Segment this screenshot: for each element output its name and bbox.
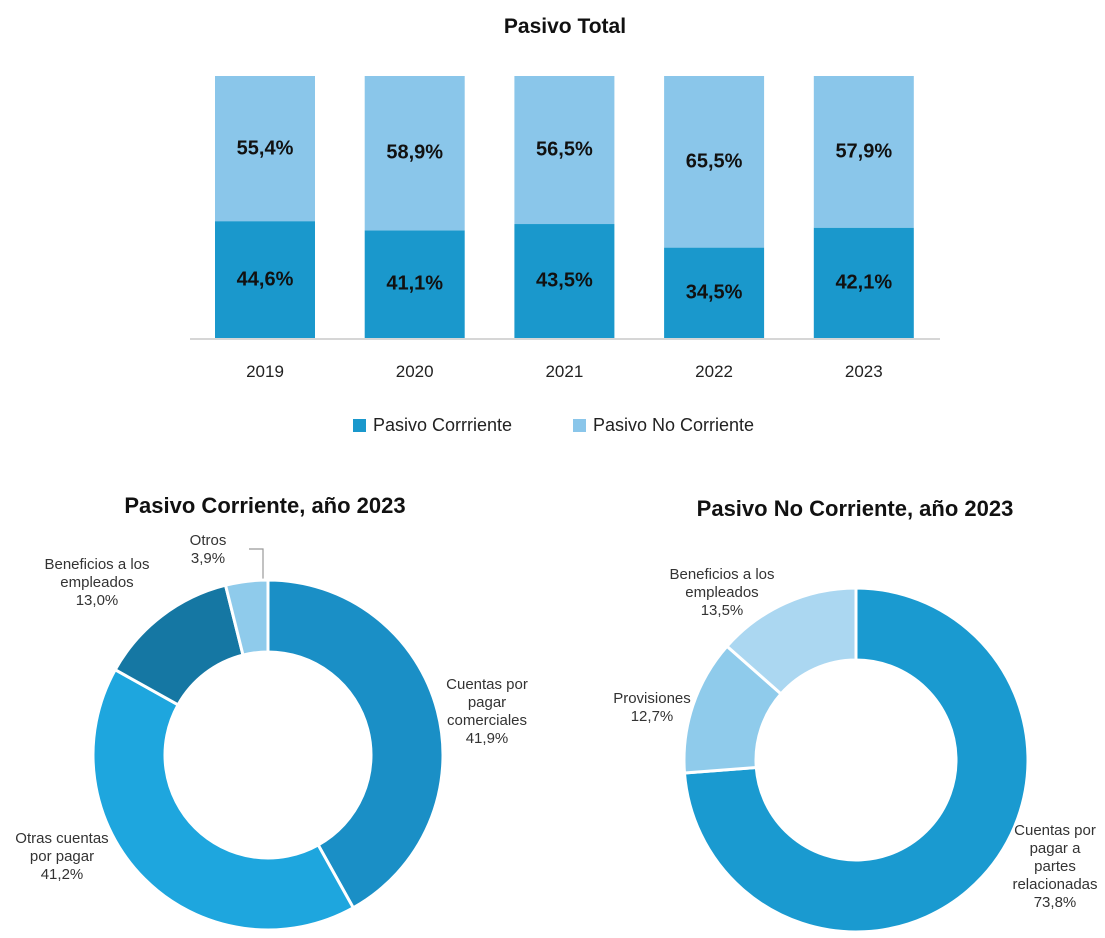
donut-slice — [91, 667, 356, 932]
bar-segment — [364, 76, 465, 231]
bar-segment — [664, 76, 765, 248]
donut-slice — [682, 586, 1030, 934]
category-label: Provisiones — [613, 690, 691, 707]
value-label: 3,9% — [190, 550, 226, 567]
x-tick-label: 2023 — [844, 362, 883, 381]
data-label: 56,5% — [536, 138, 593, 161]
data-label: 55,4% — [236, 137, 294, 160]
bar-segment — [514, 224, 615, 338]
bar-segment — [215, 76, 315, 222]
bar-segment — [215, 221, 315, 338]
slice-label: Beneficios a los empleados 13,0% — [35, 556, 160, 610]
value-label: 13,0% — [75, 592, 119, 609]
donut-slice — [266, 578, 445, 910]
slice-label: Cuentas por pagar a partes relacionadas 7… — [1009, 822, 1101, 912]
data-label: 58,9% — [386, 141, 444, 164]
category-label: Otros — [189, 532, 227, 549]
legend-swatch — [573, 419, 586, 432]
data-label: 44,6% — [236, 268, 294, 291]
x-tick-label: 2021 — [545, 362, 584, 381]
category-label: Beneficios a los empleados — [669, 566, 775, 601]
data-label: 42,1% — [835, 271, 893, 294]
data-label: 43,5% — [536, 269, 593, 292]
slice-label: Otros 3,9% — [178, 532, 238, 568]
bar-segment — [813, 76, 914, 228]
slice-label: Beneficios a los empleados 13,5% — [660, 566, 785, 620]
value-label: 41,9% — [465, 730, 509, 747]
chart-title: Pasivo Total — [503, 15, 627, 38]
donut-slice — [724, 586, 858, 696]
data-label: 65,5% — [685, 150, 743, 173]
slice-label: Otras cuentas por pagar 41,2% — [7, 830, 117, 884]
bar-segment — [664, 247, 765, 338]
donut-slice — [223, 578, 270, 657]
legend-label: Pasivo No Corriente — [593, 415, 755, 435]
legend-label: Pasivo Corrriente — [373, 415, 513, 435]
bar-segment — [813, 227, 914, 338]
x-tick-label: 2020 — [395, 362, 434, 381]
data-label: 41,1% — [386, 272, 444, 295]
category-label: Cuentas por pagar comerciales — [446, 676, 528, 729]
chart-title: Pasivo No Corriente, año 2023 — [696, 496, 1014, 521]
category-label: Otras cuentas por pagar — [15, 830, 109, 865]
data-label: 34,5% — [685, 281, 743, 304]
legend-swatch — [353, 419, 366, 432]
x-tick-label: 2022 — [695, 362, 734, 381]
legend-item: Pasivo Corrriente — [353, 415, 512, 436]
slice-label: Provisiones 12,7% — [602, 690, 702, 726]
bar-segment — [514, 76, 615, 225]
value-label: 41,2% — [40, 866, 84, 883]
legend-item: Pasivo No Corriente — [573, 415, 754, 436]
bar-segment — [364, 230, 465, 338]
category-label: Beneficios a los empleados — [44, 556, 150, 591]
data-label: 57,9% — [835, 140, 893, 163]
value-label: 73,8% — [1033, 894, 1077, 911]
chart-title: Pasivo Corriente, año 2023 — [124, 493, 406, 518]
category-label: Cuentas por pagar a partes relacionadas — [1012, 822, 1098, 893]
value-label: 13,5% — [700, 602, 744, 619]
x-tick-label: 2019 — [246, 362, 284, 381]
value-label: 12,7% — [630, 708, 674, 725]
slice-label: Cuentas por pagar comerciales 41,9% — [437, 676, 537, 748]
